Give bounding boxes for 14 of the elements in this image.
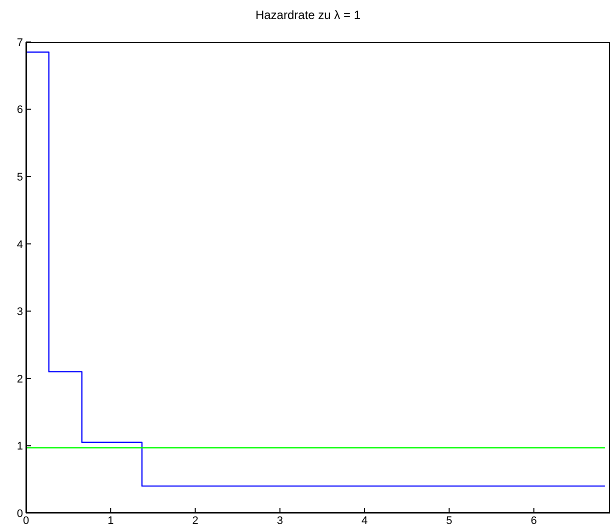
y-tick-label: 3 [16,306,23,318]
x-tick-label: 5 [446,514,452,527]
x-tick-label: 1 [108,514,114,527]
y-tick-label: 4 [16,238,23,251]
chart-title: Hazardrate zu λ = 1 [254,8,362,22]
y-tick-label: 1 [16,440,23,453]
y-tick-label: 6 [16,104,23,116]
y-tick-label: 2 [16,373,23,386]
x-tick-label: 4 [361,514,368,527]
x-tick-label: 6 [530,514,537,527]
x-tick-label: 3 [276,514,283,527]
x-tick-label: 2 [192,514,198,527]
y-tick-label: 7 [16,36,23,49]
y-tick-label: 5 [16,171,23,184]
